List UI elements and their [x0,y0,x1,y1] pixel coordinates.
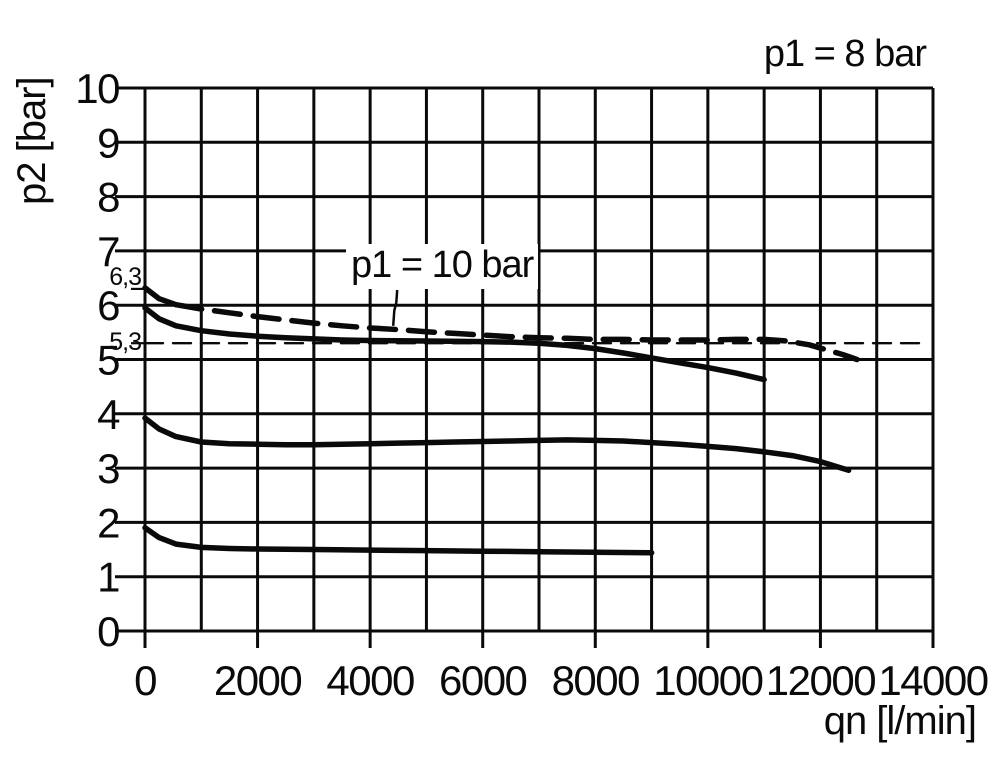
svg-text:6000: 6000 [439,657,527,704]
chart-title: p1 = 8 bar [763,33,927,75]
svg-text:7: 7 [97,228,119,275]
svg-text:3: 3 [97,445,119,492]
x-tick-labels: 0 2000 4000 6000 8000 10000 12000 14000 [134,657,989,704]
x-axis-title: qn [l/min] [823,699,977,743]
curves [142,285,926,556]
svg-text:8000: 8000 [552,657,640,704]
annotation-leader-line [391,289,399,326]
y-axis-title: p2 [bar] [10,77,54,205]
p1-10-bar-curve-lead [142,285,179,308]
svg-text:6: 6 [97,282,119,329]
p1-10-bar-annotation: p1 = 10 bar [346,244,539,289]
svg-text:5,3: 5,3 [109,328,141,356]
svg-text:5: 5 [97,337,119,384]
y-minor-tick-labels: 6,3 5,3 [109,263,142,356]
svg-text:6,3: 6,3 [109,263,141,291]
svg-text:2000: 2000 [214,657,302,704]
svg-text:14000: 14000 [878,657,987,704]
svg-text:0: 0 [97,608,119,655]
p1-10-bar-curve [173,301,860,363]
svg-text:1: 1 [97,554,119,601]
p1-8-bar-outlet-5-3-bar-curve [142,305,767,383]
svg-text:10000: 10000 [653,657,762,704]
p1-8-bar-outlet-3-5-bar-curve [142,415,852,474]
svg-text:12000: 12000 [766,657,875,704]
p1-8-bar-outlet-1-5-bar-curve [142,525,655,556]
svg-text:0: 0 [134,657,156,704]
svg-text:9: 9 [97,119,119,166]
svg-text:2: 2 [97,499,119,546]
svg-text:4: 4 [97,391,120,438]
svg-text:8: 8 [97,174,119,221]
svg-text:4000: 4000 [326,657,414,704]
svg-text:10: 10 [75,65,119,112]
grid-and-ticks [115,86,935,648]
